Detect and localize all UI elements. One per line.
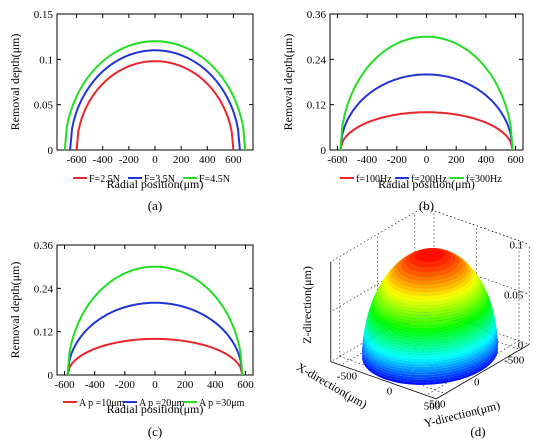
x-tick-label: 200 [448,154,465,166]
wall-grid-line [423,306,530,345]
wall-grid-line [423,256,530,295]
legend-label: A p =10μm [79,398,125,409]
x-axis-label: Radial position(μm) [107,402,204,416]
panel-caption: (a) [148,198,162,213]
y-tick-label: 0.36 [307,9,327,21]
axis-line [423,206,530,245]
x-tick-label: -400 [357,154,378,166]
y-tick-label: 500 [424,400,441,412]
y-tick-label: 0.24 [34,283,54,295]
y-tick-label: 0.36 [34,240,54,252]
x-axis-label: Radial position(μm) [107,177,204,191]
surface-band [414,248,446,263]
x-tick-label: 0 [152,154,158,166]
x-tick-label: -200 [115,379,136,391]
x-tick-label: 400 [207,379,224,391]
legend-label: F=4.5N [199,174,230,185]
floor-grid-line [339,356,446,394]
y-tick-label: 0.24 [307,54,327,66]
legend-label: F=2.5N [89,174,120,185]
y-tick-label: 0.12 [307,100,326,112]
y-axis-label: Removal depth(μm) [8,34,22,131]
y-axis-label: Removal depth(μm) [8,262,22,359]
x-tick-label: 200 [177,379,194,391]
series-line [63,40,247,151]
axis-line [330,361,437,400]
x-tick-label: -400 [85,379,106,391]
series-line [339,35,514,151]
surface-plot [330,206,530,400]
panel-caption: (c) [148,424,162,439]
x-tick-label: 0 [152,379,158,391]
x-tick-label: -600 [54,379,75,391]
x-tick-label: -600 [67,154,88,166]
panel-caption: (b) [419,198,434,213]
x-tick-label: 500 [429,399,446,411]
floor-grid-line [414,312,521,350]
x-tick-label: 600 [225,154,242,166]
y-tick-label: -500 [337,370,358,382]
legend-label: f=300Hz [466,174,502,185]
y-tick-label: 0 [48,145,54,157]
y-tick-label: 0.05 [34,100,54,112]
y-tick-label: 0 [321,145,327,157]
series-line [339,73,514,151]
z-tick-label: 0 [518,339,524,351]
panel-caption: (d) [470,424,485,439]
legend-label: f=100Hz [356,174,392,185]
plot-frame [56,244,254,376]
z-axis-label: Z-direction(μm) [300,266,314,344]
x-tick-label: 400 [478,154,495,166]
y-tick-label: 0.1 [39,54,53,66]
x-axis-label: X-direction(μm) [294,360,369,412]
x-tick-label: 200 [173,154,190,166]
series-line [66,265,244,376]
x-tick-label: -400 [93,154,114,166]
legend-label: F=3.5N [144,174,175,185]
y-tick-label: 0 [387,385,393,397]
x-tick-label: 0 [474,377,480,389]
series-line [69,49,241,151]
y-tick-label: 0.12 [34,327,53,339]
x-tick-label: -200 [119,154,140,166]
axis-line [435,343,530,400]
x-axis-label: Radial position(μm) [378,177,475,191]
series-line [66,337,244,376]
x-tick-label: 600 [237,379,254,391]
plot-frame [56,13,254,151]
x-tick-label: 0 [424,154,430,166]
y-tick-label: 0 [48,370,54,382]
x-tick-label: -600 [327,154,348,166]
series-line [339,111,514,151]
z-tick-label: 0.05 [504,289,524,301]
series-line [75,60,235,151]
plot-frame [329,13,524,151]
surface-band [400,248,460,277]
surface-band [404,248,456,273]
y-tick-label: 0.15 [34,9,54,21]
legend-label: A p =30μm [199,398,245,409]
legend-label: A p =20μm [139,398,185,409]
y-axis-label: Removal depth(μm) [281,34,295,131]
z-tick-label: 0.1 [509,239,523,251]
surface-band [408,248,452,268]
series-line [66,301,244,376]
legend-label: f=200Hz [411,174,447,185]
x-tick-label: -500 [504,355,525,367]
x-tick-label: -200 [387,154,408,166]
x-tick-label: 400 [199,154,216,166]
x-tick-label: 600 [507,154,524,166]
